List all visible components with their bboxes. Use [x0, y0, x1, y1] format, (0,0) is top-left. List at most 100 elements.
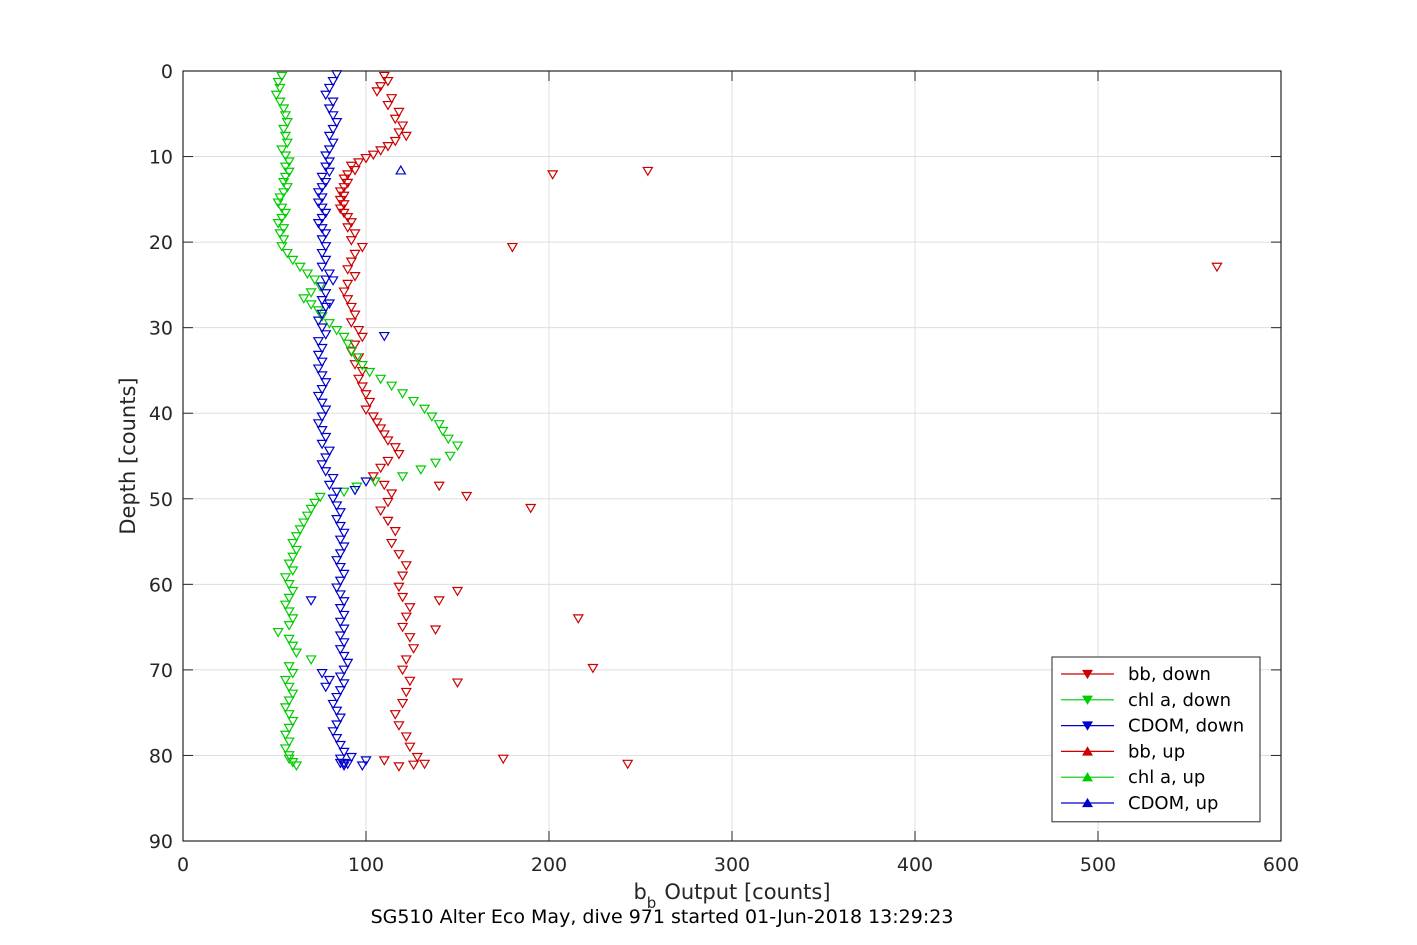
data-point — [429, 625, 442, 636]
data-point — [349, 485, 361, 496]
data-point — [349, 310, 361, 321]
data-point — [323, 131, 336, 142]
data-point — [622, 759, 634, 770]
data-point — [382, 456, 394, 467]
data-point — [287, 669, 299, 679]
data-point — [323, 299, 336, 310]
data-point — [497, 754, 509, 765]
data-point — [356, 361, 368, 371]
data-point — [279, 675, 292, 686]
data-point — [323, 157, 336, 168]
data-point — [331, 556, 343, 566]
x-axis-title-subscript: b — [647, 894, 657, 912]
data-point — [283, 607, 295, 618]
data-point — [327, 97, 339, 108]
data-point — [316, 213, 328, 224]
data-point — [334, 740, 347, 751]
data-point — [338, 679, 350, 689]
data-point — [327, 494, 339, 505]
x-tick-label: 500 — [1080, 854, 1116, 876]
data-point — [279, 600, 292, 611]
data-point — [367, 412, 379, 422]
data-point — [396, 592, 409, 603]
x-axis-title-prefix: b — [633, 880, 646, 904]
data-point — [396, 389, 409, 399]
data-point — [323, 269, 336, 280]
data-point — [320, 330, 332, 340]
legend-entry[interactable]: bb, up — [1061, 741, 1185, 762]
data-point — [345, 346, 358, 357]
data-point — [353, 374, 365, 385]
data-point — [316, 235, 328, 245]
data-point — [400, 561, 412, 571]
data-point — [316, 172, 328, 183]
data-point — [279, 730, 292, 741]
data-point — [345, 752, 358, 763]
data-point — [433, 596, 445, 606]
data-point — [279, 208, 292, 219]
data-point — [327, 276, 339, 286]
legend-entry[interactable]: bb, down — [1061, 664, 1211, 685]
data-point — [270, 90, 282, 101]
legend-marker — [1082, 772, 1093, 782]
data-point — [407, 760, 420, 771]
x-axis: 0 100 200 300 400 500 600 — [177, 71, 1299, 876]
legend-marker — [1082, 721, 1093, 731]
data-point — [334, 758, 347, 769]
data-point — [320, 453, 332, 464]
legend-entry[interactable]: chl a, up — [1061, 767, 1205, 788]
legend-entry[interactable]: chl a, down — [1061, 690, 1231, 711]
data-point — [342, 279, 354, 290]
data-point — [279, 744, 292, 754]
data-point — [331, 487, 343, 498]
data-point — [433, 420, 445, 430]
legend[interactable]: bb, down chl a, down CDOM, down bb, up chl a… — [1051, 656, 1261, 823]
legend-label: chl a, up — [1128, 767, 1205, 788]
data-point — [316, 183, 328, 193]
data-point — [312, 419, 325, 429]
data-point — [331, 515, 343, 525]
data-point — [272, 77, 284, 88]
data-point — [276, 203, 288, 214]
data-point — [274, 83, 286, 94]
data-point — [356, 242, 368, 253]
legend-marker — [1082, 669, 1093, 680]
data-point — [338, 332, 350, 343]
data-point — [367, 150, 379, 161]
data-point — [378, 480, 390, 491]
data-point — [338, 528, 350, 539]
data-point — [345, 302, 358, 313]
data-point — [316, 309, 328, 320]
data-point — [360, 756, 372, 766]
data-point — [393, 550, 405, 560]
data-point — [287, 614, 299, 624]
data-point — [331, 734, 343, 744]
data-point — [642, 166, 654, 177]
data-point — [426, 412, 438, 422]
data-point — [385, 94, 398, 104]
data-point — [287, 586, 299, 597]
data-point — [327, 699, 339, 710]
data-point — [506, 242, 519, 253]
data-point — [331, 720, 343, 730]
data-point — [334, 617, 347, 628]
data-point — [274, 97, 286, 108]
data-point — [334, 576, 347, 587]
data-point — [312, 337, 325, 347]
data-point — [316, 224, 328, 234]
data-point — [353, 325, 365, 336]
data-point — [316, 343, 328, 354]
data-point — [305, 288, 317, 298]
legend-entry[interactable]: CDOM, up — [1061, 793, 1218, 814]
data-point — [404, 676, 416, 687]
legend-entry[interactable]: CDOM, down — [1061, 716, 1244, 737]
data-point — [323, 104, 336, 114]
y-tick-label: 80 — [149, 745, 173, 767]
data-point — [316, 323, 328, 333]
data-point — [279, 131, 292, 142]
data-point — [331, 325, 343, 336]
data-point — [389, 527, 401, 537]
data-point — [316, 371, 328, 381]
data-point — [429, 458, 442, 469]
